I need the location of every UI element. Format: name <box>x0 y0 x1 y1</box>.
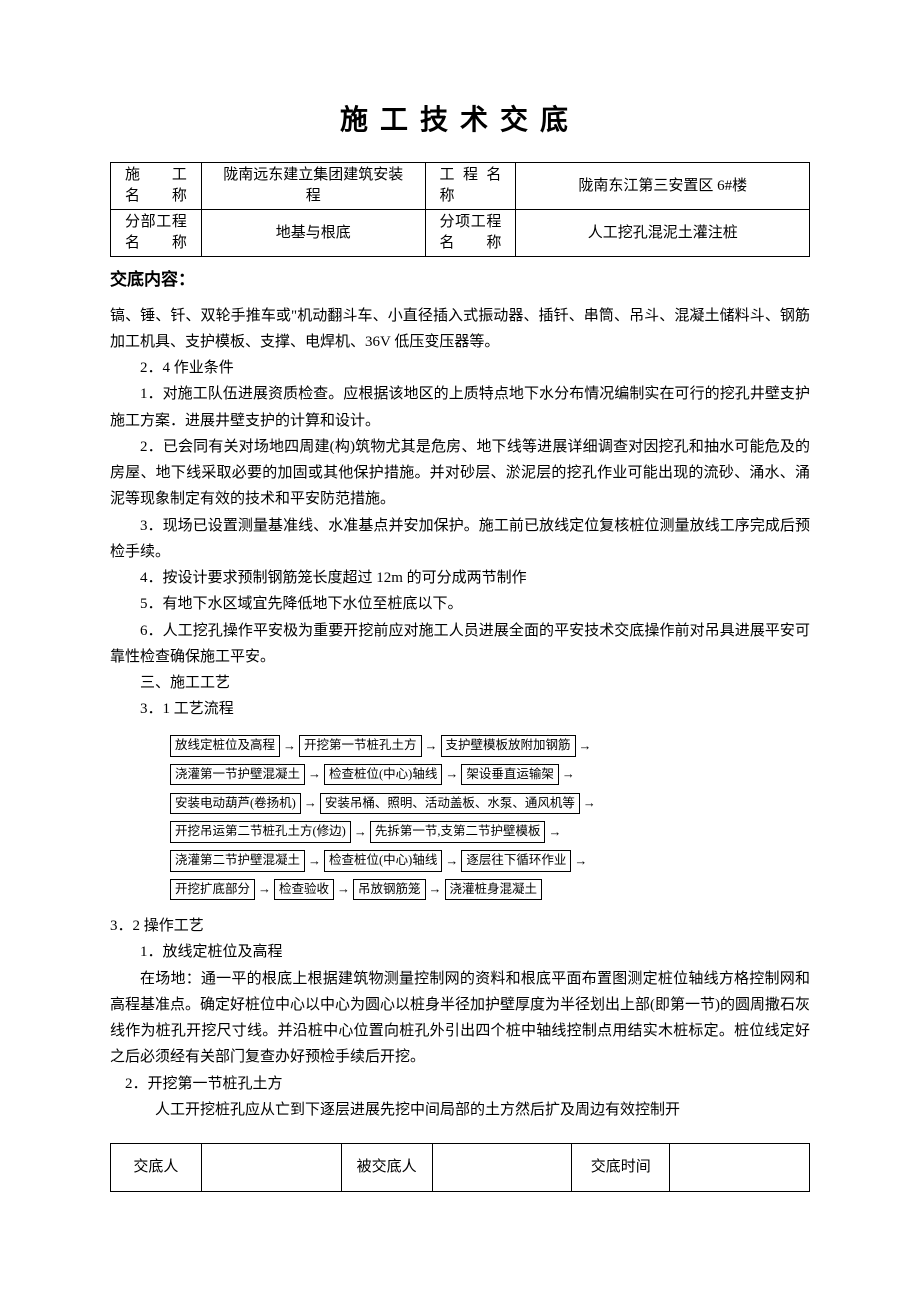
flow-box: 检查桩位(中心)轴线 <box>324 850 442 872</box>
hdr-r2c1-label: 分部工程名 称 <box>111 210 202 257</box>
flow-box: 支护壁模板放附加钢筋 <box>441 735 576 757</box>
arrow-icon: → <box>305 850 324 873</box>
flow-row: 浇灌第一节护壁混凝土→检查桩位(中心)轴线→架设垂直运输架→ <box>170 763 810 786</box>
flow-row: 安装电动葫芦(卷扬机)→安装吊桶、照明、活动盖板、水泵、通风机等→ <box>170 792 810 815</box>
header-table: 施工名 称 陇南远东建立集团建筑安装程 工程名称 陇南东江第三安置区 6#楼 分… <box>110 162 810 257</box>
flow-box: 放线定桩位及高程 <box>170 735 280 757</box>
arrow-icon: → <box>305 763 324 786</box>
footer-c1: 交底人 <box>111 1144 202 1192</box>
flow-box: 吊放钢筋笼 <box>353 879 426 901</box>
arrow-icon: → <box>580 792 599 815</box>
footer-c5: 交底时间 <box>572 1144 670 1192</box>
para-8: 6．人工挖孔操作平安极为重要开挖前应对施工人员进展全面的平安技术交底操作前对吊具… <box>110 618 810 671</box>
hdr-r1c2: 陇南远东建立集团建筑安装程 <box>201 163 425 210</box>
page-title: 施工技术交底 <box>110 100 810 142</box>
para-12: 1．放线定桩位及高程 <box>110 939 810 965</box>
arrow-icon: → <box>280 735 299 758</box>
para-7: 5．有地下水区域宜先降低地下水位至桩底以下。 <box>110 591 810 617</box>
para-1: 镐、锤、钎、双轮手推车或"机动翻斗车、小直径插入式振动器、插钎、串筒、吊斗、混凝… <box>110 303 810 356</box>
para-11: 3．2 操作工艺 <box>110 913 810 939</box>
flow-box: 检查验收 <box>274 879 334 901</box>
flow-row: 浇灌第二节护壁混凝土→检查桩位(中心)轴线→逐层往下循环作业→ <box>170 850 810 873</box>
para-14: 2．开挖第一节桩孔土方 <box>110 1071 810 1097</box>
para-2: 2．4 作业条件 <box>110 355 810 381</box>
para-13: 在场地：通一平的根底上根据建筑物测量控制网的资料和根底平面布置图测定桩位轴线方格… <box>110 966 810 1071</box>
para-6: 4．按设计要求预制钢筋笼长度超过 12m 的可分成两节制作 <box>110 565 810 591</box>
flow-box: 开挖扩底部分 <box>170 879 255 901</box>
flow-box: 先拆第一节,支第二节护壁模板 <box>370 821 546 843</box>
hdr-r2c3-label: 分项工程名 称 <box>425 210 516 257</box>
flow-row: 放线定桩位及高程→开挖第一节桩孔土方→支护壁模板放附加钢筋→ <box>170 735 810 758</box>
arrow-icon: → <box>351 821 370 844</box>
flow-box: 开挖吊运第二节桩孔土方(修边) <box>170 821 351 843</box>
hdr-r2c4: 人工挖孔混泥土灌注桩 <box>516 210 810 257</box>
arrow-icon: → <box>426 878 445 901</box>
para-15: 人工开挖桩孔应从亡到下逐层进展先挖中间局部的土方然后扩及周边有效控制开 <box>110 1097 810 1123</box>
para-3: 1．对施工队伍进展资质检查。应根据该地区的上质特点地下水分布情况编制实在可行的挖… <box>110 381 810 434</box>
flow-box: 架设垂直运输架 <box>461 764 559 786</box>
para-5: 3．现场已设置测量基准线、水准基点并安加保护。施工前已放线定位复核桩位测量放线工… <box>110 513 810 566</box>
flow-row: 开挖吊运第二节桩孔土方(修边)→先拆第一节,支第二节护壁模板→ <box>170 821 810 844</box>
footer-c2 <box>201 1144 341 1192</box>
arrow-icon: → <box>334 878 353 901</box>
flow-box: 逐层往下循环作业 <box>461 850 571 872</box>
hdr-r1c1-label: 施工名 称 <box>111 163 202 210</box>
footer-c3: 被交底人 <box>341 1144 432 1192</box>
hdr-r1c3-label: 工程名称 <box>425 163 516 210</box>
content-title: 交底内容： <box>110 267 810 293</box>
hdr-r2c2: 地基与根底 <box>201 210 425 257</box>
flowchart: 放线定桩位及高程→开挖第一节桩孔土方→支护壁模板放附加钢筋→浇灌第一节护壁混凝土… <box>170 735 810 902</box>
content-body: 镐、锤、钎、双轮手推车或"机动翻斗车、小直径插入式振动器、插钎、串筒、吊斗、混凝… <box>110 303 810 1124</box>
footer-c4 <box>432 1144 572 1192</box>
arrow-icon: → <box>301 792 320 815</box>
arrow-icon: → <box>559 763 578 786</box>
flow-box: 安装吊桶、照明、活动盖板、水泵、通风机等 <box>320 793 580 815</box>
flow-box: 浇灌第一节护壁混凝土 <box>170 764 305 786</box>
arrow-icon: → <box>545 821 564 844</box>
flow-box: 浇灌桩身混凝土 <box>445 879 543 901</box>
hdr-r1c4: 陇南东江第三安置区 6#楼 <box>516 163 810 210</box>
para-9: 三、施工工艺 <box>110 670 810 696</box>
arrow-icon: → <box>571 850 590 873</box>
arrow-icon: → <box>255 878 274 901</box>
para-4: 2．已会同有关对场地四周建(构)筑物尤其是危房、地下线等进展详细调查对因挖孔和抽… <box>110 434 810 513</box>
para-10: 3．1 工艺流程 <box>110 696 810 722</box>
footer-table: 交底人 被交底人 交底时间 <box>110 1143 810 1192</box>
flow-box: 开挖第一节桩孔土方 <box>299 735 422 757</box>
flow-box: 浇灌第二节护壁混凝土 <box>170 850 305 872</box>
arrow-icon: → <box>442 850 461 873</box>
flow-row: 开挖扩底部分→检查验收→吊放钢筋笼→浇灌桩身混凝土 <box>170 878 810 901</box>
footer-c6 <box>670 1144 810 1192</box>
flow-box: 安装电动葫芦(卷扬机) <box>170 793 301 815</box>
flow-box: 检查桩位(中心)轴线 <box>324 764 442 786</box>
arrow-icon: → <box>576 735 595 758</box>
arrow-icon: → <box>442 763 461 786</box>
arrow-icon: → <box>422 735 441 758</box>
